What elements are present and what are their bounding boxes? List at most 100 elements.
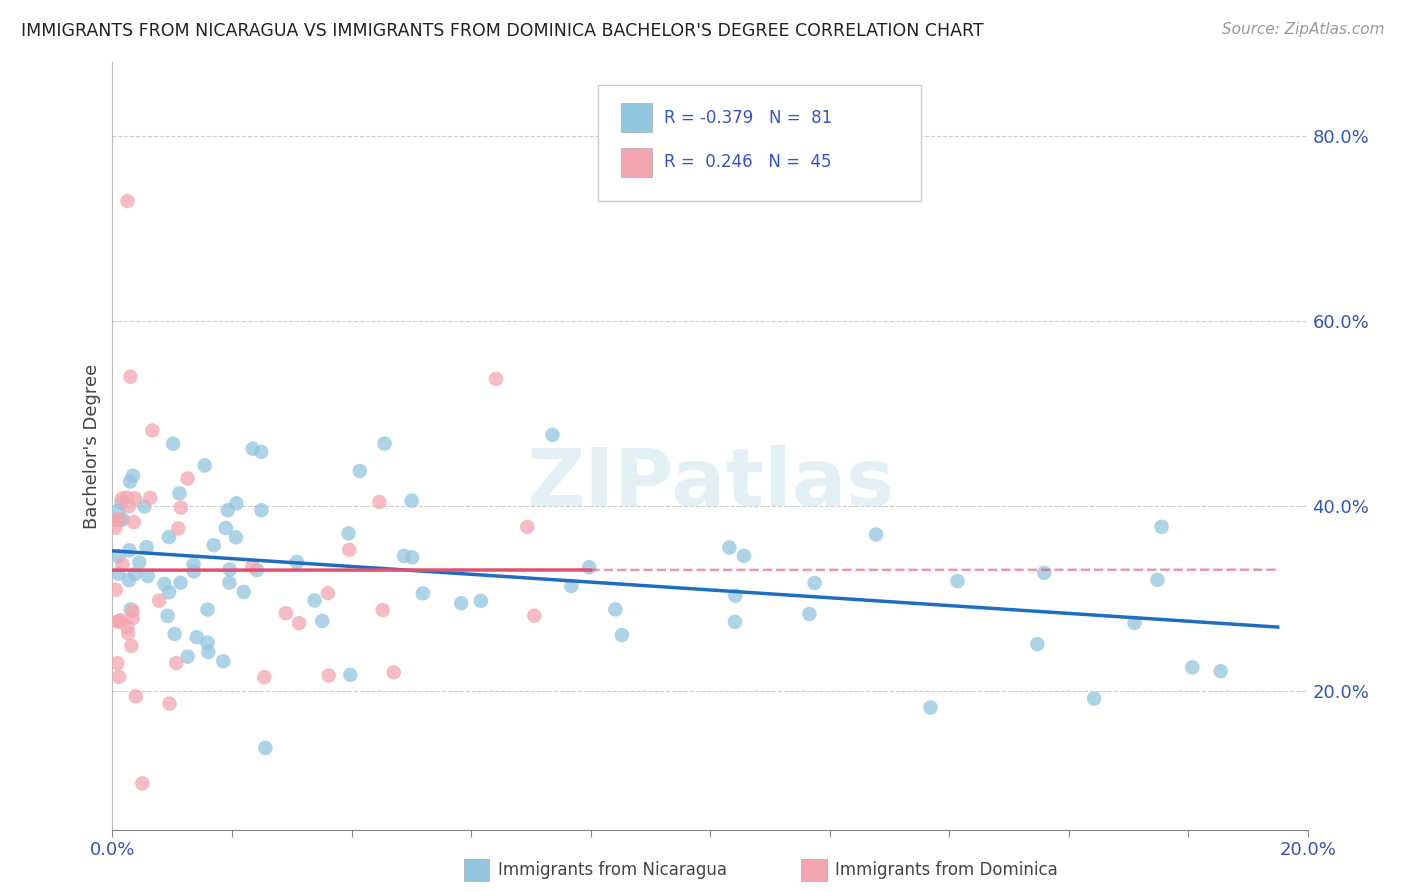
Point (374, 436, 396, 450)
Point (170, 500, 193, 515)
Point (131, 776, 153, 790)
Point (124, 567, 146, 582)
Point (250, 503, 273, 517)
Point (124, 491, 146, 506)
Point (120, 475, 142, 489)
Point (799, 607, 821, 621)
Text: ZIPatlas: ZIPatlas (526, 445, 894, 524)
Point (560, 579, 582, 593)
Point (104, 521, 127, 535)
Point (304, 593, 326, 607)
Point (135, 540, 157, 554)
Point (217, 503, 239, 517)
Point (1083, 691, 1105, 706)
Point (218, 575, 240, 590)
Point (516, 520, 538, 534)
Point (316, 586, 339, 600)
Point (212, 654, 235, 668)
Point (254, 740, 277, 755)
Point (218, 562, 240, 576)
Text: IMMIGRANTS FROM NICARAGUA VS IMMIGRANTS FROM DOMINICA BACHELOR'S DEGREE CORRELAT: IMMIGRANTS FROM NICARAGUA VS IMMIGRANTS … (21, 22, 984, 40)
Point (285, 555, 308, 569)
Point (111, 491, 134, 506)
Point (865, 527, 887, 541)
Point (141, 424, 163, 438)
Point (107, 513, 129, 527)
Point (401, 493, 423, 508)
Point (724, 589, 747, 603)
Point (1033, 566, 1056, 580)
Point (1146, 573, 1168, 587)
Point (242, 559, 264, 574)
Point (163, 627, 186, 641)
Point (250, 444, 273, 458)
Point (122, 468, 145, 483)
Point (176, 471, 198, 485)
Point (121, 639, 143, 653)
Point (724, 615, 747, 629)
Point (108, 670, 131, 684)
Point (339, 668, 361, 682)
Point (139, 491, 162, 505)
Point (225, 496, 247, 510)
Point (183, 565, 205, 579)
Point (578, 560, 600, 574)
Point (392, 549, 415, 563)
Point (136, 569, 159, 583)
Point (202, 538, 225, 552)
Point (215, 521, 238, 535)
Point (122, 515, 145, 529)
Point (156, 608, 179, 623)
Point (157, 585, 180, 599)
Point (165, 656, 187, 670)
Point (288, 616, 311, 631)
Text: Source: ZipAtlas.com: Source: ZipAtlas.com (1222, 22, 1385, 37)
Point (169, 575, 191, 590)
Point (148, 593, 170, 607)
Point (197, 602, 219, 616)
Point (111, 558, 134, 572)
Point (337, 526, 360, 541)
Point (401, 550, 423, 565)
Point (197, 635, 219, 649)
Point (107, 503, 129, 517)
Point (246, 563, 269, 577)
Text: R = -0.379   N =  81: R = -0.379 N = 81 (664, 109, 832, 127)
Point (105, 656, 128, 670)
Point (121, 611, 143, 625)
Point (115, 491, 138, 505)
Point (186, 630, 208, 644)
Point (470, 594, 492, 608)
Point (107, 615, 129, 629)
Point (1209, 664, 1232, 678)
Point (110, 496, 132, 510)
Point (159, 697, 181, 711)
Point (183, 558, 205, 572)
Point (368, 495, 391, 509)
Point (382, 665, 405, 680)
Point (337, 542, 360, 557)
Point (128, 556, 150, 570)
Point (311, 614, 333, 628)
Text: Immigrants from Dominica: Immigrants from Dominica (835, 861, 1057, 880)
Point (194, 458, 217, 473)
Point (371, 603, 394, 617)
Point (605, 602, 627, 616)
Point (169, 486, 191, 500)
Point (1026, 637, 1049, 651)
Point (167, 521, 190, 535)
Point (117, 626, 139, 640)
Point (118, 543, 141, 558)
Point (733, 549, 755, 563)
Point (107, 549, 129, 564)
Point (1150, 520, 1173, 534)
Point (121, 604, 143, 618)
Point (225, 530, 247, 544)
Point (107, 566, 129, 581)
Point (153, 577, 176, 591)
Point (610, 628, 633, 642)
Point (232, 585, 254, 599)
Point (104, 513, 127, 527)
Point (176, 649, 198, 664)
Point (450, 596, 472, 610)
